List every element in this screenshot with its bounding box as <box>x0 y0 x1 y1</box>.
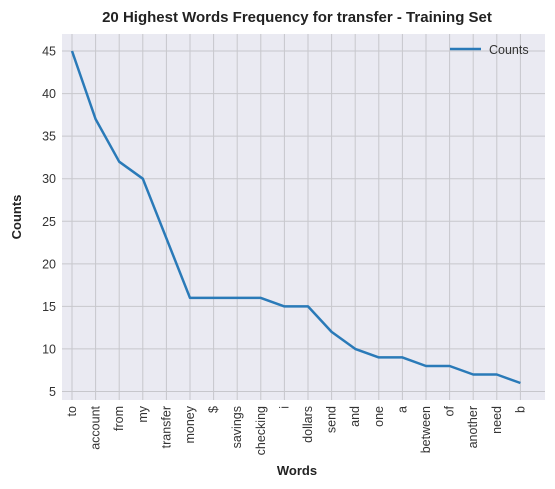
legend-label: Counts <box>489 43 529 57</box>
x-tick-label: transfer <box>159 406 173 448</box>
x-tick-label: dollars <box>301 406 315 443</box>
series-line-counts <box>70 50 521 385</box>
x-tick-label: between <box>419 406 433 453</box>
x-tick-label: need <box>490 406 504 434</box>
y-tick-label: 40 <box>42 87 56 101</box>
x-tick-label: from <box>112 406 126 431</box>
x-tick-label: money <box>183 405 197 443</box>
x-axis-label: Words <box>277 463 317 478</box>
x-tick-label: one <box>372 406 386 427</box>
y-tick-label: 25 <box>42 215 56 229</box>
y-tick-labels: 5 10 15 20 25 30 35 40 45 <box>42 45 56 399</box>
plot-background <box>62 34 545 400</box>
y-tick-label: 30 <box>42 172 56 186</box>
y-tick-label: 5 <box>49 385 56 399</box>
x-tick-label: $ <box>207 406 221 413</box>
x-tick-label: another <box>466 406 480 448</box>
x-tick-label: of <box>443 405 457 416</box>
x-tick-label: to <box>65 406 79 416</box>
x-tick-label: checking <box>254 406 268 455</box>
y-tick-label: 45 <box>42 45 56 59</box>
x-tick-label: a <box>395 406 409 413</box>
x-tick-label: send <box>325 406 339 433</box>
y-tick-label: 35 <box>42 130 56 144</box>
y-tick-label: 15 <box>42 300 56 314</box>
y-tick-label: 20 <box>42 257 56 271</box>
x-tick-label: i <box>277 406 291 409</box>
y-axis-label: Counts <box>9 195 24 240</box>
legend: Counts <box>450 43 529 57</box>
x-tick-label: account <box>89 405 103 449</box>
chart-title: 20 Highest Words Frequency for transfer … <box>102 9 492 26</box>
x-tick-label: my <box>136 405 150 422</box>
x-tick-label: b <box>513 406 527 413</box>
x-tick-label: and <box>348 406 362 427</box>
y-tick-label: 10 <box>42 342 56 356</box>
x-tick-label: savings <box>230 406 244 448</box>
x-tick-labels: to account from my transfer money $ savings chec… <box>65 405 527 455</box>
